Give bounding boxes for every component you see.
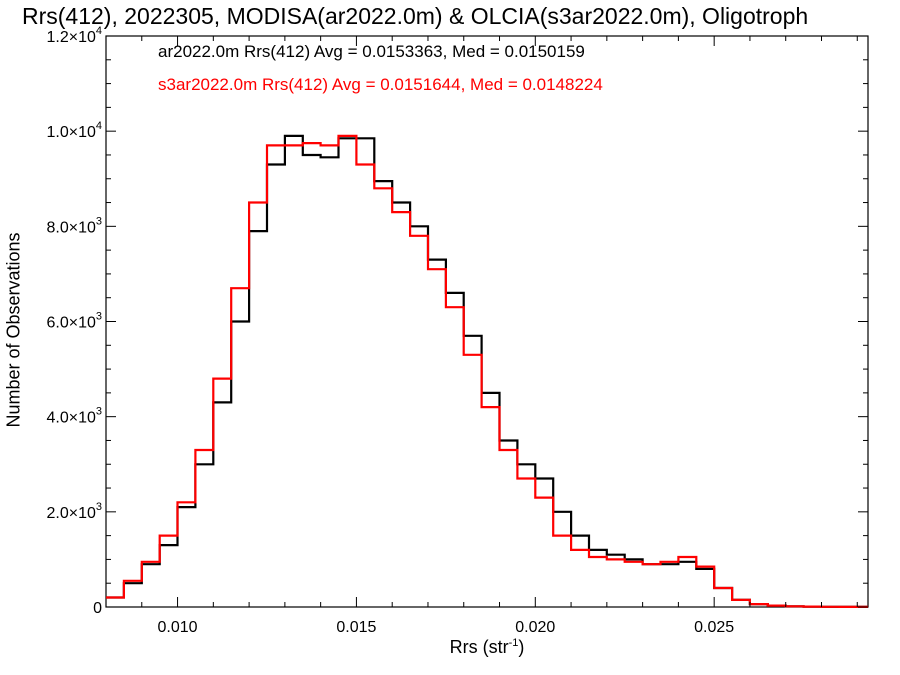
axes-layer: 0.010 0.015 0.020 0.025 0 2.0×103 4.0×103 6.0×1… bbox=[46, 25, 868, 636]
y-tick-label: 2.0×103 bbox=[46, 501, 102, 522]
series-line-modisa bbox=[106, 134, 868, 608]
legend-entry-modisa: ar2022.0m Rrs(412) Avg = 0.0153363, Med … bbox=[158, 42, 585, 61]
y-tick-label: 0 bbox=[93, 600, 102, 617]
y-tick-label: 1.0×104 bbox=[46, 120, 102, 141]
x-axis-label-close: ) bbox=[518, 637, 525, 657]
plot-frame bbox=[105, 35, 869, 608]
y-tick-label: 4.0×103 bbox=[46, 406, 102, 427]
legend-entry-olcia: s3ar2022.0m Rrs(412) Avg = 0.0151644, Me… bbox=[158, 75, 603, 94]
y-tick-label: 1.2×104 bbox=[46, 25, 102, 46]
x-axis-label-exponent: -1 bbox=[508, 637, 519, 649]
x-tick-label: 0.020 bbox=[515, 619, 555, 636]
y-tick-label: 8.0×103 bbox=[46, 215, 102, 236]
series-line-olcia bbox=[106, 134, 868, 608]
chart-title: Rrs(412), 2022305, MODISA(ar2022.0m) & O… bbox=[22, 3, 809, 29]
x-tick-label: 0.015 bbox=[336, 619, 376, 636]
x-axis-label-text: Rrs (str bbox=[449, 637, 509, 657]
series-layer bbox=[106, 134, 868, 608]
x-tick-label: 0.025 bbox=[694, 619, 734, 636]
x-tick-label: 0.010 bbox=[158, 619, 198, 636]
x-axis-label: Rrs (str-1) bbox=[450, 637, 525, 658]
y-tick-label: 6.0×103 bbox=[46, 311, 102, 332]
